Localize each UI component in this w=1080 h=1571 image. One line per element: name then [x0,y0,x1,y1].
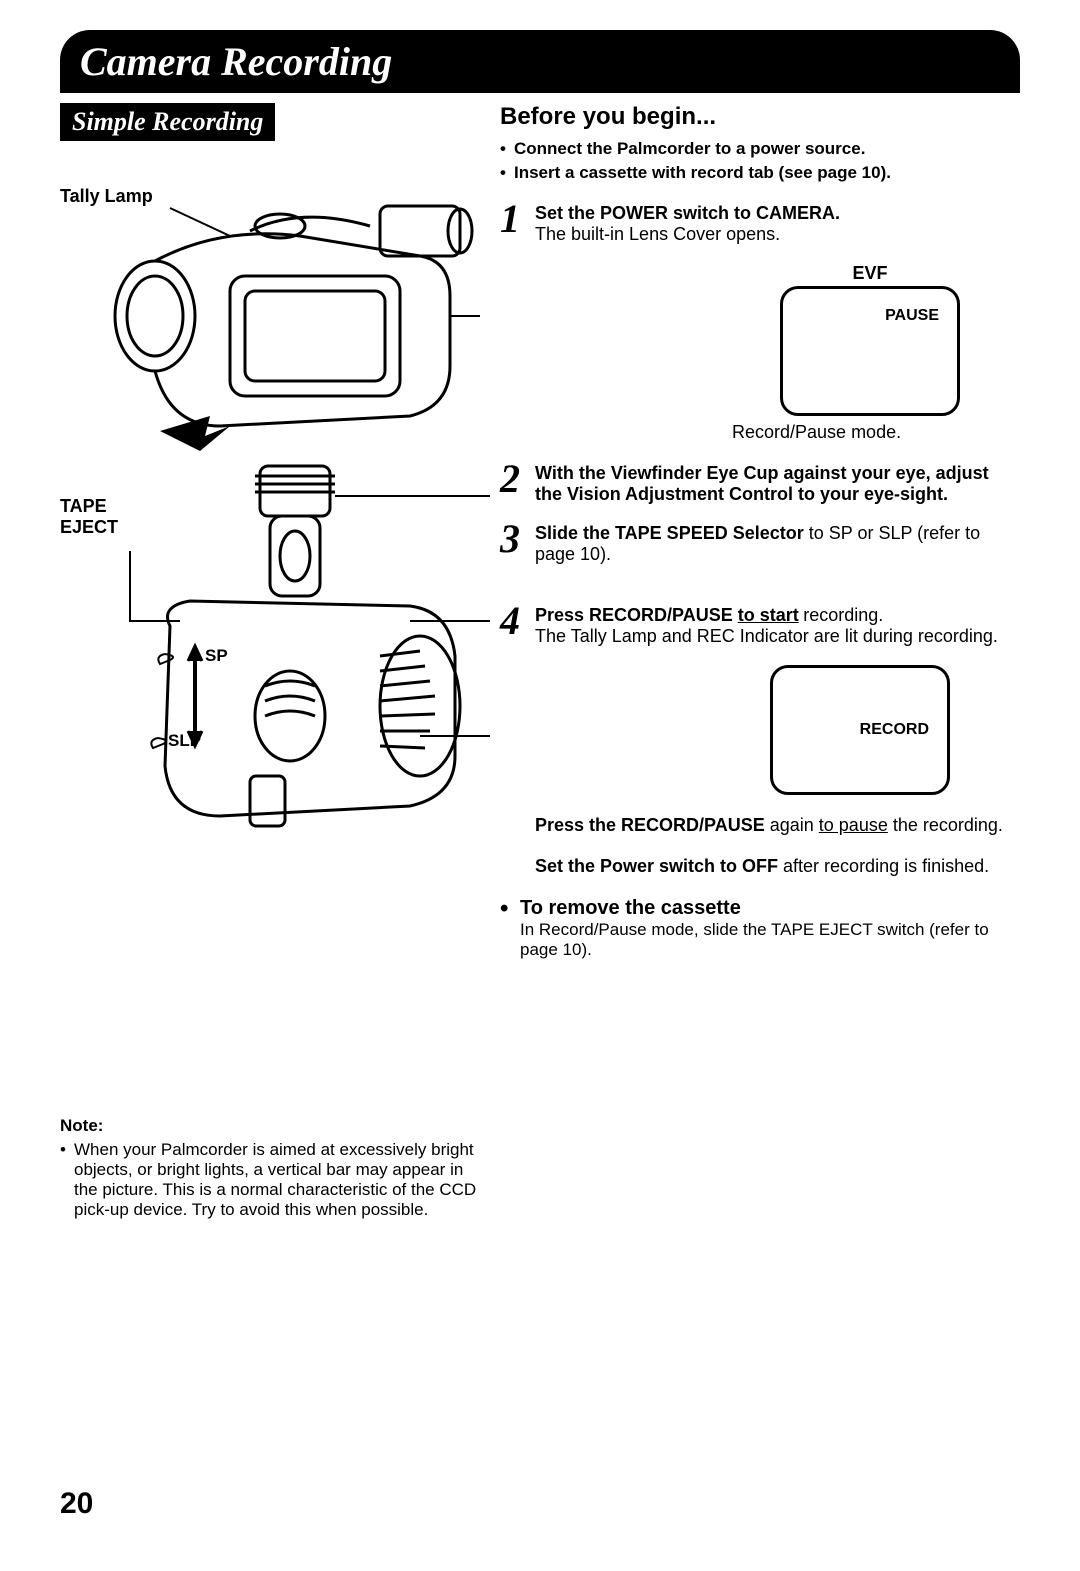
camera-top-illustration [100,166,480,456]
page-number: 20 [60,1487,93,1521]
evf-pause-text: PAUSE [885,307,939,325]
step-2: 2 With the Viewfinder Eye Cup against yo… [500,463,1020,505]
step-1-bold: Set the POWER switch to CAMERA. [535,203,840,223]
note-text: When your Palmcorder is aimed at excessi… [60,1140,480,1220]
remove-cassette-body: In Record/Pause mode, slide the TAPE EJE… [500,920,1020,960]
diagram-area: Tally Lamp [60,156,480,856]
remove-cassette-block: To remove the cassette In Record/Pause m… [500,897,1020,960]
section-subheader: Simple Recording [60,103,275,141]
remove-cassette-title: To remove the cassette [500,897,1020,920]
note-heading: Note: [60,1116,480,1136]
press-again-text: Press the RECORD/PAUSE again to pause th… [500,815,1020,836]
press-again-a: Press the RECORD/PAUSE [535,815,770,835]
before-begin-list: Connect the Palmcorder to a power source… [500,139,1020,183]
step-2-bold: With the Viewfinder Eye Cup against your… [535,463,989,504]
step-1: 1 Set the POWER switch to CAMERA. The bu… [500,203,1020,245]
step-3-number: 3 [500,515,520,562]
before-begin-title: Before you begin... [500,103,1020,131]
step-4-number: 4 [500,597,520,644]
step-3: 3 Slide the TAPE SPEED Selector to SP or… [500,523,1020,565]
press-again-b: again [770,815,819,835]
note-block: Note: When your Palmcorder is aimed at e… [60,1116,480,1220]
press-again-u: to pause [819,815,888,835]
step-1-body: The built-in Lens Cover opens. [535,224,780,244]
label-sp: SP [205,646,228,665]
power-off-b: after recording is finished. [783,856,989,876]
power-off-text: Set the Power switch to OFF after record… [500,856,1020,877]
before-bullet-2: Insert a cassette with record tab (see p… [500,163,1020,183]
evf-record-text: RECORD [860,721,929,739]
evf-caption: Record/Pause mode. [732,422,1020,443]
evf-display-1: EVF PAUSE Record/Pause mode. [720,263,1020,443]
step-2-number: 2 [500,455,520,502]
step-4: 4 Press RECORD/PAUSE to start recording.… [500,605,1020,647]
page-header: Camera Recording [60,30,1020,93]
label-slp: SLP [168,731,201,750]
evf-label: EVF [720,263,1020,284]
step-4-underline: to start [738,605,799,625]
before-bullet-1: Connect the Palmcorder to a power source… [500,139,1020,159]
press-again-c: the recording. [888,815,1003,835]
step-4-bold-a: Press RECORD/PAUSE [535,605,738,625]
evf-display-2: RECORD [700,665,1020,795]
step-1-number: 1 [500,195,520,242]
camera-bottom-illustration: SP SLP [110,456,490,856]
power-off-a: Set the Power switch to OFF [535,856,783,876]
step-3-bold: Slide the TAPE SPEED Selector [535,523,804,543]
